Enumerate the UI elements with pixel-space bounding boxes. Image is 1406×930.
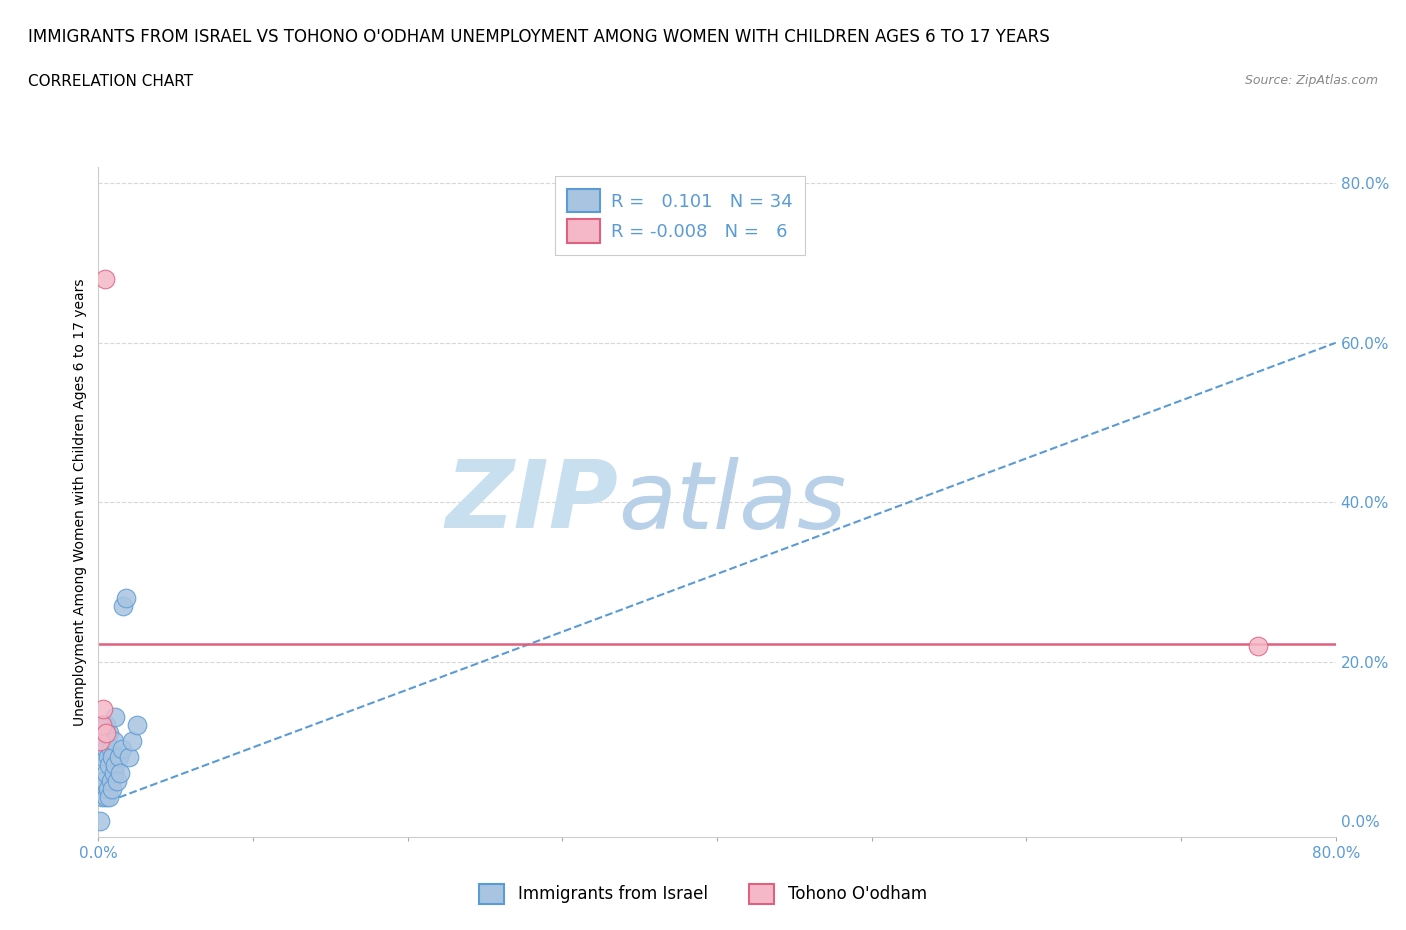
Point xyxy=(98,790,121,804)
Point xyxy=(93,734,115,749)
Point xyxy=(118,750,141,764)
Point xyxy=(103,765,125,780)
Point xyxy=(107,750,129,764)
Point xyxy=(90,790,112,804)
Point xyxy=(96,765,118,780)
Y-axis label: Unemployment Among Women with Children Ages 6 to 17 years: Unemployment Among Women with Children A… xyxy=(73,278,87,726)
Point xyxy=(97,782,120,797)
Point xyxy=(101,750,124,764)
Legend: R =   0.101   N = 34, R = -0.008   N =   6: R = 0.101 N = 34, R = -0.008 N = 6 xyxy=(555,177,806,256)
Point xyxy=(90,718,112,733)
Point xyxy=(98,758,121,773)
Point xyxy=(1247,638,1270,653)
Point xyxy=(91,750,114,764)
Point xyxy=(111,742,132,757)
Point xyxy=(103,734,125,749)
Point xyxy=(127,718,149,733)
Point xyxy=(91,702,114,717)
Point xyxy=(97,750,120,764)
Point xyxy=(108,765,131,780)
Point xyxy=(100,774,122,789)
Point xyxy=(101,782,124,797)
Point xyxy=(96,742,118,757)
Point xyxy=(96,790,118,804)
Text: Source: ZipAtlas.com: Source: ZipAtlas.com xyxy=(1244,74,1378,87)
Text: IMMIGRANTS FROM ISRAEL VS TOHONO O'ODHAM UNEMPLOYMENT AMONG WOMEN WITH CHILDREN : IMMIGRANTS FROM ISRAEL VS TOHONO O'ODHAM… xyxy=(28,28,1050,46)
Point xyxy=(91,734,114,749)
Point xyxy=(121,734,143,749)
Point xyxy=(104,758,127,773)
Point xyxy=(105,774,128,789)
Point xyxy=(90,774,112,789)
Point xyxy=(96,726,118,741)
Text: ZIP: ZIP xyxy=(446,457,619,548)
Text: CORRELATION CHART: CORRELATION CHART xyxy=(28,74,193,89)
Point xyxy=(93,774,115,789)
Point xyxy=(112,598,135,613)
Point xyxy=(115,591,138,605)
Point xyxy=(98,726,121,741)
Point xyxy=(91,718,114,733)
Point xyxy=(100,742,122,757)
Text: atlas: atlas xyxy=(619,457,846,548)
Point xyxy=(89,734,111,749)
Legend: Immigrants from Israel, Tohono O'odham: Immigrants from Israel, Tohono O'odham xyxy=(471,875,935,912)
Point xyxy=(89,814,111,829)
Point xyxy=(104,710,127,724)
Point xyxy=(93,272,115,286)
Point xyxy=(96,718,118,733)
